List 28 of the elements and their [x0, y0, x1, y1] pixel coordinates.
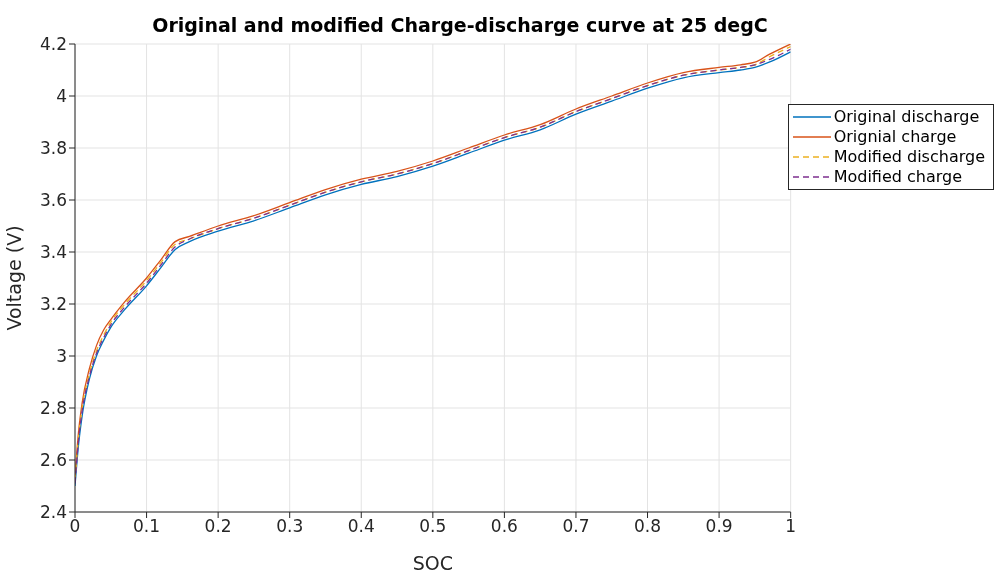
- legend-label: Orignial charge: [833, 127, 957, 147]
- legend-label: Modified charge: [833, 167, 963, 187]
- y-tick-label: 3.6: [39, 190, 67, 211]
- x-tick-label: 0.3: [276, 516, 304, 537]
- y-tick-label: 4.2: [39, 34, 67, 55]
- x-tick-label: 0.9: [705, 516, 733, 537]
- y-tick-label: 2.8: [39, 398, 67, 419]
- x-tick-label: 0.7: [562, 516, 590, 537]
- y-tick-label: 3.4: [39, 242, 67, 263]
- y-tick-label: 3.2: [39, 294, 67, 315]
- y-tick-label: 2.6: [39, 450, 67, 471]
- x-tick-label: 0.8: [634, 516, 662, 537]
- x-tick-label: 0.1: [133, 516, 161, 537]
- chart-title: Original and modified Charge-discharge curve at 25 degC: [151, 14, 769, 36]
- y-tick-label: 3: [56, 346, 67, 367]
- legend-label: Modified discharge: [833, 147, 985, 167]
- legend-label: Original discharge: [833, 107, 980, 127]
- x-tick-label: 0.2: [204, 516, 232, 537]
- x-tick-label: 0.4: [347, 516, 375, 537]
- y-axis-title: Voltage (V): [2, 225, 25, 331]
- y-tick-label: 2.4: [39, 502, 67, 523]
- x-axis-title: SOC: [412, 552, 453, 572]
- y-tick-label: 3.8: [39, 138, 67, 159]
- y-tick-label: 4: [56, 86, 67, 107]
- x-tick-label: 0.6: [490, 516, 518, 537]
- x-tick-label: 1: [785, 516, 797, 537]
- x-tick-label: 0.5: [419, 516, 447, 537]
- x-tick-label: 0: [69, 516, 81, 537]
